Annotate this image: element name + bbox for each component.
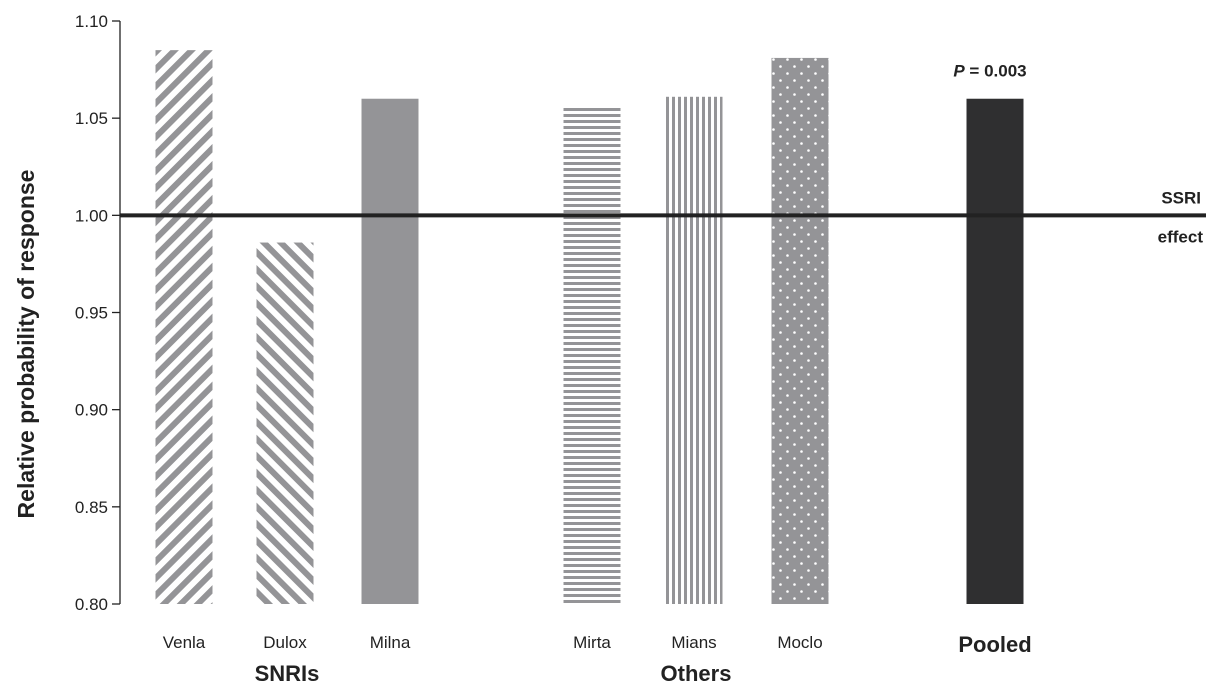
bar-milna (361, 98, 419, 604)
bars-layer (155, 50, 1024, 605)
bar-dulox (256, 242, 314, 605)
bar-pooled (966, 98, 1024, 604)
y-tick-label: 0.85 (75, 498, 108, 517)
x-label-mians: Mians (671, 633, 716, 652)
y-axis-ticks: 0.80 0.85 0.90 0.95 1.00 1.05 1.10 (75, 12, 120, 614)
ssri-effect-label-line1: SSRI (1161, 188, 1201, 207)
x-label-dulox: Dulox (263, 633, 307, 652)
p-value-annotation: P = 0.003 (953, 62, 1026, 81)
group-label-snris: SNRIs (255, 661, 320, 686)
group-labels: SNRIs Others (255, 661, 732, 686)
x-axis-labels: Venla Dulox Milna Mirta Mians Moclo Pooled (163, 632, 1032, 657)
y-tick-label: 0.95 (75, 304, 108, 323)
x-label-pooled: Pooled (958, 632, 1031, 657)
y-tick-label: 1.00 (75, 206, 108, 225)
x-label-venla: Venla (163, 633, 206, 652)
bar-mians (665, 96, 723, 604)
group-label-others: Others (661, 661, 732, 686)
x-label-milna: Milna (370, 633, 411, 652)
y-tick-label: 0.80 (75, 595, 108, 614)
y-tick-label: 1.05 (75, 109, 108, 128)
bar-mirta (563, 106, 621, 605)
y-axis-label: Relative probability of response (13, 170, 39, 519)
x-label-mirta: Mirta (573, 633, 611, 652)
p-value-text: = 0.003 (965, 62, 1027, 81)
ssri-effect-label-line2: effect (1158, 227, 1204, 246)
y-tick-label: 0.90 (75, 401, 108, 420)
y-tick-label: 1.10 (75, 12, 108, 31)
x-label-moclo: Moclo (777, 633, 822, 652)
bar-venla (155, 50, 213, 604)
p-value-symbol: P (953, 62, 965, 81)
bar-moclo (771, 57, 829, 604)
